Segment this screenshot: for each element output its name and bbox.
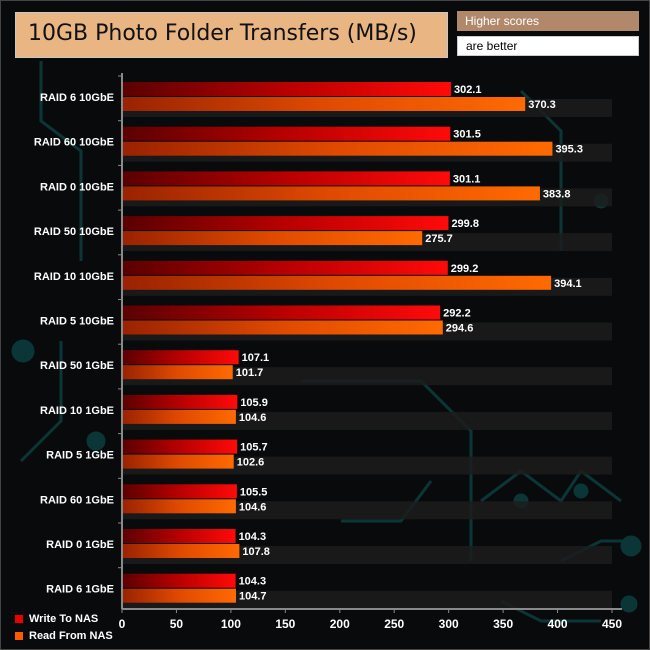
category-label: RAID 6 1GbE xyxy=(46,584,114,596)
bar-read xyxy=(122,320,443,335)
bar-read xyxy=(122,275,552,290)
bar-write xyxy=(122,573,236,588)
data-label: 101.7 xyxy=(236,367,264,379)
x-tick-label: 150 xyxy=(275,617,295,631)
bar-write xyxy=(122,260,448,275)
bar-read xyxy=(122,454,234,469)
legend-item-write: Write To NAS xyxy=(15,613,98,625)
bar-read xyxy=(122,97,526,111)
x-tick-label: 100 xyxy=(221,617,241,631)
category-label: RAID 5 1GbE xyxy=(46,450,114,462)
x-tick-label: 400 xyxy=(548,617,568,631)
circuit-line xyxy=(19,341,63,463)
row-band xyxy=(122,367,612,386)
bar-write xyxy=(122,216,449,231)
data-label: 275.7 xyxy=(425,233,453,245)
data-label: 294.6 xyxy=(446,323,474,335)
bar-write xyxy=(122,305,441,320)
x-tick-label: 50 xyxy=(170,617,184,631)
data-label: 105.5 xyxy=(240,486,268,498)
data-label: 104.3 xyxy=(239,576,267,588)
bar-read xyxy=(122,231,423,246)
circuit-line xyxy=(39,61,83,261)
circuit-node xyxy=(86,431,106,451)
circuit-line xyxy=(341,480,433,523)
data-label: 394.1 xyxy=(554,278,582,290)
bar-write xyxy=(122,82,451,96)
bar-write xyxy=(122,126,451,141)
row-band xyxy=(122,456,612,475)
data-label: 102.6 xyxy=(237,457,265,469)
data-label: 104.6 xyxy=(239,412,267,424)
better-note: are better xyxy=(457,36,639,56)
bar-write xyxy=(122,394,238,409)
data-label: 301.1 xyxy=(453,173,481,185)
circuit-line xyxy=(480,468,622,504)
category-label: RAID 0 10GbE xyxy=(40,181,114,193)
data-label: 299.2 xyxy=(451,263,479,275)
data-label: 370.3 xyxy=(528,99,556,111)
data-label: 301.5 xyxy=(453,129,481,141)
data-label: 105.7 xyxy=(240,442,268,454)
circuit-node xyxy=(573,483,589,499)
category-label: RAID 0 1GbE xyxy=(46,539,114,551)
data-label: 107.8 xyxy=(242,546,270,558)
bar-read xyxy=(122,588,237,603)
bar-write xyxy=(122,484,237,499)
legend-swatch-read xyxy=(15,632,23,641)
row-band xyxy=(122,411,612,430)
x-tick-label: 300 xyxy=(439,617,459,631)
data-label: 104.7 xyxy=(239,591,267,603)
bar-read xyxy=(122,499,236,514)
note-line-2: are better xyxy=(466,39,518,53)
data-label: 105.9 xyxy=(240,397,268,409)
legend-label-read: Read From NAS xyxy=(29,630,113,642)
category-label: RAID 50 1GbE xyxy=(40,360,114,372)
bar-write xyxy=(122,171,450,186)
bar-read xyxy=(122,409,236,424)
bar-write xyxy=(122,439,238,454)
category-label: RAID 50 10GbE xyxy=(34,226,114,238)
bar-read xyxy=(122,544,240,558)
chart-title-box: 10GB Photo Folder Transfers (MB/s) xyxy=(15,12,448,58)
circuit-node xyxy=(620,535,642,557)
data-label: 395.3 xyxy=(555,144,583,156)
circuit-node xyxy=(11,339,35,363)
bar-write xyxy=(122,529,236,543)
bar-read xyxy=(122,365,233,380)
data-label: 383.8 xyxy=(543,188,571,200)
chart-title: 10GB Photo Folder Transfers (MB/s) xyxy=(28,21,417,46)
data-label: 302.1 xyxy=(454,84,482,96)
data-label: 104.3 xyxy=(239,531,267,543)
data-label: 299.8 xyxy=(451,218,479,230)
x-tick-label: 0 xyxy=(119,617,126,631)
note-line-1: Higher scores xyxy=(465,14,540,28)
row-band xyxy=(122,546,612,564)
legend-label-write: Write To NAS xyxy=(29,613,99,625)
x-tick-label: 450 xyxy=(602,617,622,631)
x-tick-label: 200 xyxy=(330,617,350,631)
data-label: 292.2 xyxy=(443,308,471,320)
category-label: RAID 60 10GbE xyxy=(34,137,114,149)
row-band xyxy=(122,590,612,609)
circuit-node xyxy=(620,595,638,613)
data-label: 104.6 xyxy=(239,501,267,513)
category-label: RAID 10 1GbE xyxy=(40,405,114,417)
higher-scores-note: Higher scores xyxy=(457,11,639,31)
legend-item-read: Read From NAS xyxy=(15,630,113,642)
bar-write xyxy=(122,350,239,365)
category-label: RAID 10 10GbE xyxy=(34,271,114,283)
row-band xyxy=(122,501,612,520)
x-tick-label: 350 xyxy=(493,617,513,631)
bar-read xyxy=(122,186,540,201)
x-tick-label: 250 xyxy=(384,617,404,631)
category-label: RAID 60 1GbE xyxy=(40,494,114,506)
data-label: 107.1 xyxy=(242,352,270,364)
category-label: RAID 5 10GbE xyxy=(40,316,114,328)
bar-read xyxy=(122,141,553,156)
category-label: RAID 6 10GbE xyxy=(40,92,114,104)
legend-swatch-write xyxy=(15,615,23,624)
